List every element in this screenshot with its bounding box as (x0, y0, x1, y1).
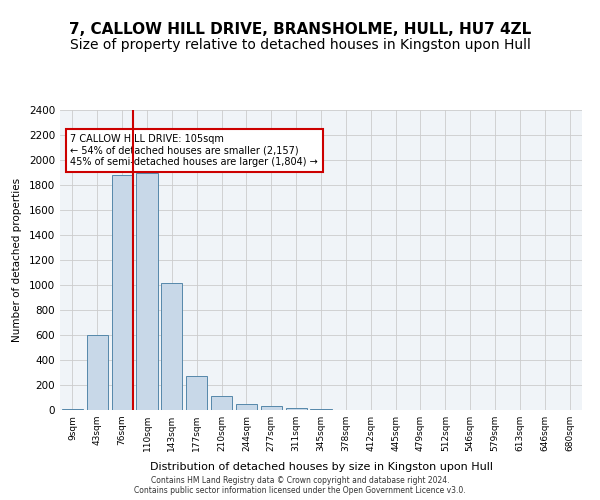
Text: 7, CALLOW HILL DRIVE, BRANSHOLME, HULL, HU7 4ZL: 7, CALLOW HILL DRIVE, BRANSHOLME, HULL, … (69, 22, 531, 38)
Bar (87, 335, 108, 410)
X-axis label: Distribution of detached houses by size in Kingston upon Hull: Distribution of detached houses by size … (149, 462, 493, 472)
Bar (186, 376, 207, 410)
Bar (112, 175, 133, 410)
Bar (161, 282, 182, 410)
Bar (62, 409, 83, 410)
Bar (236, 404, 257, 410)
Bar (286, 408, 307, 410)
Text: Contains HM Land Registry data © Crown copyright and database right 2024.
Contai: Contains HM Land Registry data © Crown c… (134, 476, 466, 495)
Text: 7 CALLOW HILL DRIVE: 105sqm
← 54% of detached houses are smaller (2,157)
45% of : 7 CALLOW HILL DRIVE: 105sqm ← 54% of det… (70, 134, 318, 167)
Bar (136, 172, 158, 410)
Text: Size of property relative to detached houses in Kingston upon Hull: Size of property relative to detached ho… (70, 38, 530, 52)
Y-axis label: Number of detached properties: Number of detached properties (12, 178, 22, 342)
Bar (261, 406, 282, 410)
Bar (211, 396, 232, 410)
